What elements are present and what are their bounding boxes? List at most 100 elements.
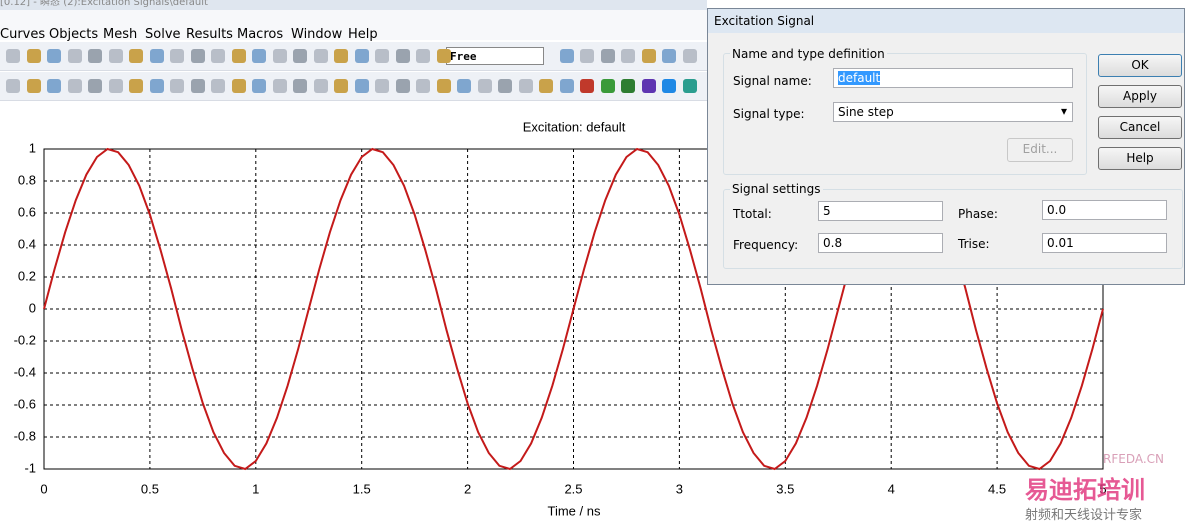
menu-item[interactable]: Objects [49,27,99,42]
toolbar-icon[interactable] [580,49,594,63]
toolbar-icon[interactable] [47,79,61,93]
menu-item[interactable]: Help [348,27,378,42]
toolbar-icon[interactable] [313,49,328,63]
phase-input[interactable]: 0.0 [1042,200,1167,220]
toolbar-icon[interactable] [354,49,369,63]
toolbar-icon[interactable] [272,49,287,63]
y-tick-label: -0.8 [14,428,36,443]
edit-button[interactable]: Edit... [1007,138,1073,162]
menu-item[interactable]: Solve [145,27,181,42]
watermark: 易迪拓培训 [1025,476,1145,504]
signal-name-input[interactable]: default [833,68,1073,88]
field-label: Signal type: [733,107,805,121]
toolbar-icon[interactable] [293,79,307,93]
toolbar-icon[interactable] [539,79,553,93]
toolbar-icon[interactable] [416,79,430,93]
x-tick-label: 1.5 [353,481,371,496]
toolbar-icon[interactable] [375,79,389,93]
ok-button[interactable]: OK [1098,54,1182,77]
toolbar-icon[interactable] [149,79,164,93]
toolbar-icon[interactable] [211,49,225,63]
toolbar-icon[interactable] [211,79,225,93]
group-box [723,189,1183,269]
field-value: default [838,71,881,85]
menu-item[interactable]: Curves [0,27,46,42]
ttotal-input[interactable]: 5 [818,201,943,221]
toolbar-icon[interactable] [170,49,184,63]
toolbar-icon[interactable] [272,79,287,93]
toolbar-icon[interactable] [395,79,410,93]
toolbar-icon[interactable] [600,79,615,93]
x-tick-label: 0.5 [141,481,159,496]
toolbar-icon[interactable] [621,79,635,93]
toolbar-icon[interactable] [559,49,574,63]
toolbar-icon[interactable] [6,79,20,93]
toolbar-icon[interactable] [293,49,307,63]
x-tick-label: 2 [464,481,471,496]
toolbar-icon[interactable] [108,49,123,63]
trise-input[interactable]: 0.01 [1042,233,1167,253]
toolbar-icon[interactable] [641,49,656,63]
signal-type-select[interactable]: Sine step ▾ [833,102,1073,122]
y-tick-label: 0.4 [18,236,36,251]
toolbar-icon[interactable] [641,79,656,93]
y-tick-label: 0 [29,300,36,315]
toolbar-icon[interactable] [477,79,492,93]
toolbar-icon[interactable] [580,79,594,93]
toolbar-icon[interactable] [416,49,430,63]
toolbar-icon[interactable] [190,79,205,93]
x-tick-label: 3.5 [776,481,794,496]
y-tick-label: 0.6 [18,204,36,219]
toolbar-icon[interactable] [231,49,246,63]
toolbar-icon[interactable] [231,79,246,93]
toolbar-icon[interactable] [436,79,451,93]
toolbar-icon[interactable] [67,79,82,93]
frequency-input[interactable]: 0.8 [818,233,943,253]
toolbar-icon[interactable] [88,79,102,93]
toolbar-icon[interactable] [621,49,635,63]
toolbar-icon[interactable] [67,49,82,63]
menu-item[interactable]: Window [291,27,343,42]
toolbar-icon[interactable] [108,79,123,93]
toolbar-icon[interactable] [559,79,574,93]
toolbar-icon[interactable] [252,49,266,63]
toolbar-icon[interactable] [395,49,410,63]
toolbar-icon[interactable] [170,79,184,93]
toolbar-icon[interactable] [498,79,512,93]
toolbar-icon[interactable] [47,49,61,63]
menu-item[interactable]: Mesh [103,27,138,42]
toolbar-icon[interactable] [334,49,348,63]
toolbar-icon[interactable] [662,79,676,93]
toolbar-icon[interactable] [375,49,389,63]
mode-select[interactable]: Free [446,47,544,65]
toolbar-icon[interactable] [129,49,143,63]
toolbar-icon[interactable] [149,49,164,63]
toolbar-icon[interactable] [129,79,143,93]
toolbar-icon[interactable] [600,49,615,63]
toolbar-icon[interactable] [6,49,20,63]
toolbar-icon[interactable] [457,79,471,93]
help-button[interactable]: Help [1098,147,1182,170]
toolbar-icon[interactable] [354,79,369,93]
x-tick-label: 3 [676,481,683,496]
toolbar-icon[interactable] [662,49,676,63]
cancel-button[interactable]: Cancel [1098,116,1182,139]
x-tick-label: 4 [888,481,895,496]
toolbar-icon[interactable] [88,49,102,63]
toolbar-icon[interactable] [682,49,697,63]
toolbar-icon[interactable] [518,79,533,93]
toolbar-icon[interactable] [252,79,266,93]
menu-item[interactable]: Results [186,27,233,42]
y-tick-label: 1 [29,140,36,155]
toolbar-icon[interactable] [313,79,328,93]
toolbar-icon[interactable] [436,49,451,63]
field-value: Sine step [838,105,894,119]
menu-item[interactable]: Macros [237,27,284,42]
toolbar-icon[interactable] [190,49,205,63]
apply-button[interactable]: Apply [1098,85,1182,108]
toolbar-icon[interactable] [334,79,348,93]
toolbar-icon[interactable] [26,79,41,93]
toolbar-icon[interactable] [682,79,697,93]
toolbar-icon[interactable] [26,49,41,63]
